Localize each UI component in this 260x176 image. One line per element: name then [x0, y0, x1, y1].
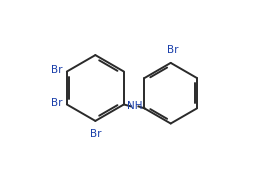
- Text: Br: Br: [51, 98, 62, 108]
- Text: NH: NH: [127, 101, 142, 111]
- Text: Br: Br: [51, 65, 62, 75]
- Text: Br: Br: [90, 129, 101, 139]
- Text: Br: Br: [167, 45, 178, 55]
